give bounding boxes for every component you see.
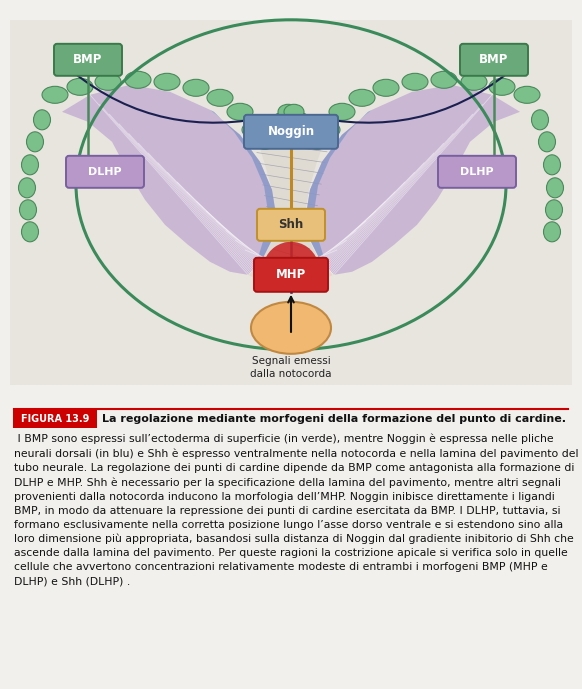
Ellipse shape	[531, 110, 548, 130]
Ellipse shape	[402, 73, 428, 90]
Polygon shape	[306, 110, 372, 260]
Text: Noggin: Noggin	[268, 125, 314, 138]
Text: DLHP: DLHP	[88, 167, 122, 177]
FancyBboxPatch shape	[10, 20, 572, 385]
Ellipse shape	[349, 90, 375, 106]
Ellipse shape	[273, 112, 293, 127]
Ellipse shape	[251, 302, 331, 354]
Text: BMP: BMP	[480, 53, 509, 66]
Ellipse shape	[207, 90, 233, 106]
Ellipse shape	[544, 222, 560, 242]
Ellipse shape	[278, 104, 298, 119]
FancyBboxPatch shape	[13, 410, 97, 428]
Ellipse shape	[284, 104, 304, 119]
FancyBboxPatch shape	[244, 115, 338, 149]
Ellipse shape	[255, 134, 275, 150]
Text: I BMP sono espressi sull’ectoderma di superficie (in verde), mentre Noggin è esp: I BMP sono espressi sull’ectoderma di su…	[14, 433, 579, 586]
Text: Segnali emessi
dalla notocorda: Segnali emessi dalla notocorda	[250, 356, 332, 380]
Ellipse shape	[461, 73, 487, 90]
Text: DLHP: DLHP	[460, 167, 494, 177]
Ellipse shape	[22, 155, 38, 175]
Text: Shh: Shh	[278, 218, 304, 232]
FancyBboxPatch shape	[66, 156, 144, 188]
Ellipse shape	[34, 110, 51, 130]
FancyBboxPatch shape	[254, 258, 328, 292]
FancyBboxPatch shape	[460, 44, 528, 76]
FancyBboxPatch shape	[257, 209, 325, 241]
Text: MHP: MHP	[276, 268, 306, 281]
Text: BMP: BMP	[73, 53, 102, 66]
Ellipse shape	[297, 123, 317, 137]
Polygon shape	[210, 110, 276, 260]
Ellipse shape	[125, 71, 151, 88]
Ellipse shape	[546, 178, 563, 198]
Ellipse shape	[545, 200, 562, 220]
Ellipse shape	[42, 86, 68, 103]
Ellipse shape	[544, 155, 560, 175]
Ellipse shape	[373, 79, 399, 96]
Ellipse shape	[67, 79, 93, 95]
Ellipse shape	[27, 132, 44, 152]
Ellipse shape	[329, 103, 355, 121]
Ellipse shape	[538, 132, 555, 152]
Text: La regolazione mediante morfogeni della formazione del punto di cardine.: La regolazione mediante morfogeni della …	[102, 413, 566, 424]
Ellipse shape	[183, 79, 209, 96]
FancyBboxPatch shape	[438, 156, 516, 188]
Polygon shape	[306, 85, 520, 275]
Ellipse shape	[514, 86, 540, 103]
Ellipse shape	[265, 123, 285, 137]
Polygon shape	[62, 85, 276, 275]
Ellipse shape	[95, 73, 121, 90]
Ellipse shape	[20, 200, 37, 220]
Ellipse shape	[154, 73, 180, 90]
Ellipse shape	[242, 121, 268, 138]
Polygon shape	[248, 132, 333, 292]
Wedge shape	[265, 242, 317, 270]
Ellipse shape	[314, 121, 340, 138]
Text: FIGURA 13.9: FIGURA 13.9	[21, 413, 89, 424]
FancyBboxPatch shape	[54, 44, 122, 76]
Ellipse shape	[307, 134, 327, 150]
Ellipse shape	[227, 103, 253, 121]
Ellipse shape	[289, 112, 309, 127]
Ellipse shape	[19, 178, 36, 198]
Ellipse shape	[489, 79, 515, 95]
Ellipse shape	[22, 222, 38, 242]
Ellipse shape	[431, 71, 457, 88]
